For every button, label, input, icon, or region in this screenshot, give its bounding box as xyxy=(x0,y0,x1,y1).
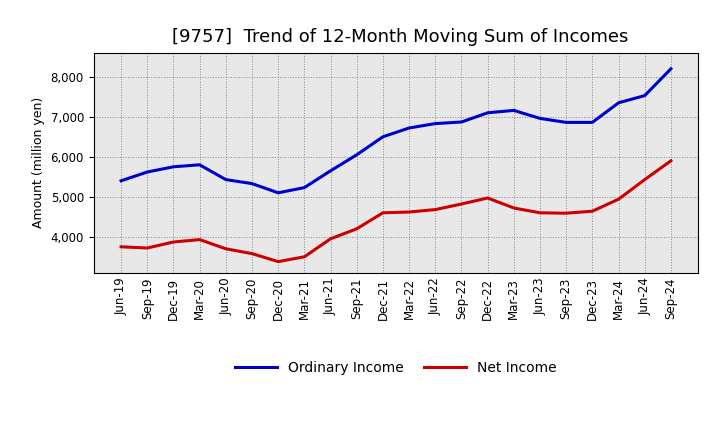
Net Income xyxy=(614,197,623,202)
Ordinary Income xyxy=(405,125,413,131)
Net Income xyxy=(352,226,361,231)
Net Income xyxy=(326,236,335,242)
Ordinary Income xyxy=(536,116,544,121)
Net Income xyxy=(300,254,309,260)
Ordinary Income xyxy=(169,164,178,169)
Ordinary Income xyxy=(510,108,518,113)
Ordinary Income xyxy=(274,190,282,195)
Ordinary Income xyxy=(667,66,675,71)
Ordinary Income xyxy=(352,152,361,158)
Ordinary Income xyxy=(300,185,309,190)
Net Income xyxy=(274,259,282,264)
Ordinary Income xyxy=(640,93,649,98)
Y-axis label: Amount (million yen): Amount (million yen) xyxy=(32,97,45,228)
Ordinary Income xyxy=(117,178,125,183)
Net Income xyxy=(222,246,230,251)
Net Income xyxy=(117,244,125,249)
Ordinary Income xyxy=(248,181,256,186)
Net Income xyxy=(169,239,178,245)
Ordinary Income xyxy=(483,110,492,115)
Line: Ordinary Income: Ordinary Income xyxy=(121,69,671,193)
Net Income xyxy=(562,211,570,216)
Net Income xyxy=(457,202,466,207)
Ordinary Income xyxy=(588,120,597,125)
Net Income xyxy=(195,237,204,242)
Net Income xyxy=(667,158,675,163)
Ordinary Income xyxy=(222,177,230,182)
Legend: Ordinary Income, Net Income: Ordinary Income, Net Income xyxy=(230,355,562,380)
Net Income xyxy=(536,210,544,216)
Ordinary Income xyxy=(562,120,570,125)
Net Income xyxy=(640,177,649,182)
Line: Net Income: Net Income xyxy=(121,161,671,262)
Net Income xyxy=(248,251,256,256)
Ordinary Income xyxy=(431,121,440,126)
Ordinary Income xyxy=(379,134,387,139)
Net Income xyxy=(483,195,492,201)
Ordinary Income xyxy=(614,100,623,106)
Net Income xyxy=(431,207,440,212)
Ordinary Income xyxy=(143,169,152,175)
Net Income xyxy=(510,205,518,211)
Net Income xyxy=(143,246,152,251)
Ordinary Income xyxy=(195,162,204,168)
Net Income xyxy=(588,209,597,214)
Text: [9757]  Trend of 12-Month Moving Sum of Incomes: [9757] Trend of 12-Month Moving Sum of I… xyxy=(172,28,629,46)
Net Income xyxy=(379,210,387,216)
Ordinary Income xyxy=(326,168,335,173)
Net Income xyxy=(405,209,413,215)
Ordinary Income xyxy=(457,119,466,125)
